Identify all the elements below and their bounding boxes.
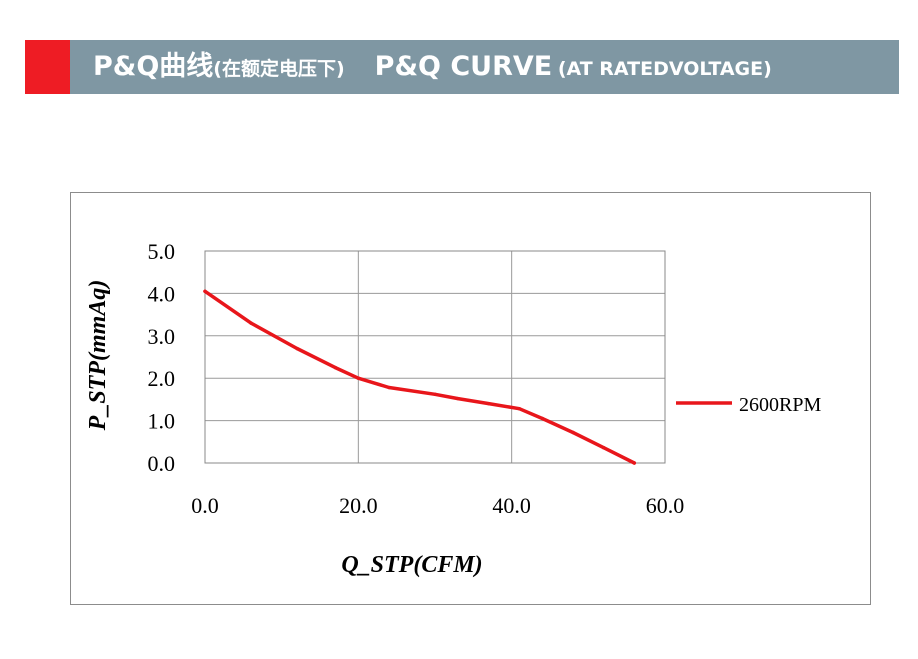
data-point: [203, 289, 207, 293]
data-point: [540, 416, 545, 421]
y-tick-label: 5.0: [148, 239, 176, 264]
x-axis-label: Q_STP(CFM): [341, 552, 482, 578]
data-point: [433, 392, 437, 397]
y-tick-label: 3.0: [148, 324, 176, 349]
title-cn-sub: (在额定电压下): [213, 58, 345, 80]
header-banner: [25, 40, 899, 94]
legend-label-2600rpm: 2600RPM: [739, 394, 821, 416]
title-cn: P&Q曲线: [93, 51, 214, 82]
data-point: [456, 396, 460, 401]
data-point: [601, 446, 606, 450]
data-point: [517, 407, 522, 411]
header-accent-block: [25, 40, 70, 94]
plot-area-border: [204, 250, 666, 464]
data-point: [571, 430, 575, 435]
header-bar: [70, 40, 899, 94]
series-line-2600rpm: [203, 289, 637, 465]
y-tick-label: 4.0: [148, 281, 176, 306]
title-en-sub: (AT RATEDVOLTAGE): [557, 58, 772, 80]
title-en: P&Q CURVE: [374, 51, 553, 82]
series-layer: [203, 289, 637, 465]
x-tick-label: 40.0: [492, 493, 531, 518]
data-point: [333, 365, 338, 370]
x-tick-labels: 0.0 20.0 40.0 60.0: [191, 493, 684, 518]
data-point: [486, 401, 491, 406]
y-axis-label: P_STP(mmAq): [85, 280, 111, 432]
page-title: P&Q曲线(在额定电压下) P&Q CURVE (AT RATEDVOLTAGE): [93, 40, 772, 94]
data-point: [387, 385, 391, 390]
y-tick-label: 1.0: [148, 409, 176, 434]
data-point: [356, 376, 361, 380]
x-tick-label: 0.0: [191, 493, 219, 518]
data-point: [295, 346, 299, 351]
x-tick-label: 60.0: [646, 493, 685, 518]
grid-lines: [204, 250, 666, 464]
chart-frame: [70, 192, 871, 605]
y-tick-labels: 0.0 1.0 2.0 3.0 4.0 5.0: [148, 239, 176, 476]
legend: 2600RPM: [676, 394, 821, 416]
data-point: [632, 461, 637, 465]
y-tick-label: 0.0: [148, 451, 176, 476]
data-point: [249, 321, 253, 325]
x-tick-label: 20.0: [339, 493, 378, 518]
y-tick-label: 2.0: [148, 366, 176, 391]
